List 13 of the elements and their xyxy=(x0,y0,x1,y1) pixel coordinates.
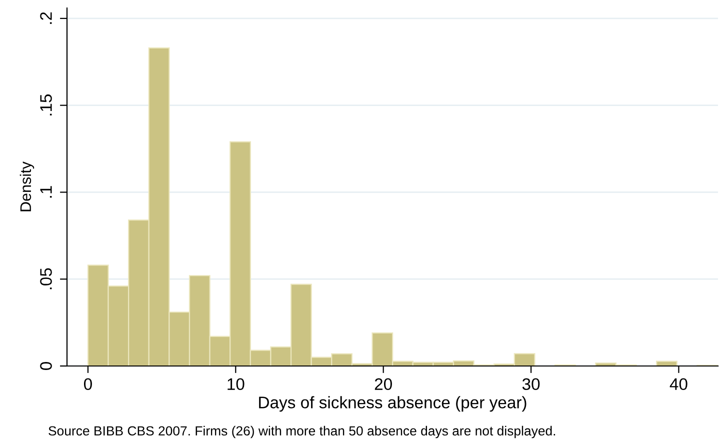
source-note: Source BIBB CBS 2007. Firms (26) with more than 50 absence days are not displayed. xyxy=(48,426,556,438)
y-tick-label: 0 xyxy=(40,362,52,370)
y-axis-title: Density xyxy=(20,162,34,212)
x-axis-title: Days of sickness absence (per year) xyxy=(259,396,526,412)
y-tick-label: .15 xyxy=(40,94,52,116)
y-tick-label: .1 xyxy=(40,186,52,198)
x-tick-label: 20 xyxy=(374,378,392,390)
x-tick-label: 10 xyxy=(228,378,244,390)
y-tick-label: .05 xyxy=(40,268,52,290)
y-tick-label: .2 xyxy=(40,12,52,24)
x-tick-label: 30 xyxy=(522,378,540,390)
x-tick-label: 40 xyxy=(670,378,688,390)
x-tick-label: 0 xyxy=(84,378,92,390)
